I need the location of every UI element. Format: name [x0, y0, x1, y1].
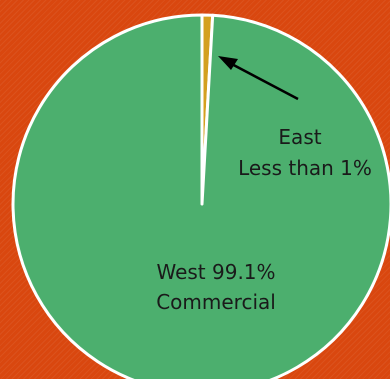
slice-west: [11, 13, 390, 379]
arrow-shaft: [225, 59, 299, 101]
pie-slices: [11, 13, 390, 379]
west-label: West 99.1%: [156, 260, 275, 284]
west-sublabel: Commercial: [156, 290, 276, 314]
east-label: East: [278, 125, 321, 149]
arrow-head: [218, 56, 238, 70]
east-sublabel: Less than 1%: [238, 156, 372, 180]
east-arrow-annotation: [218, 56, 299, 101]
